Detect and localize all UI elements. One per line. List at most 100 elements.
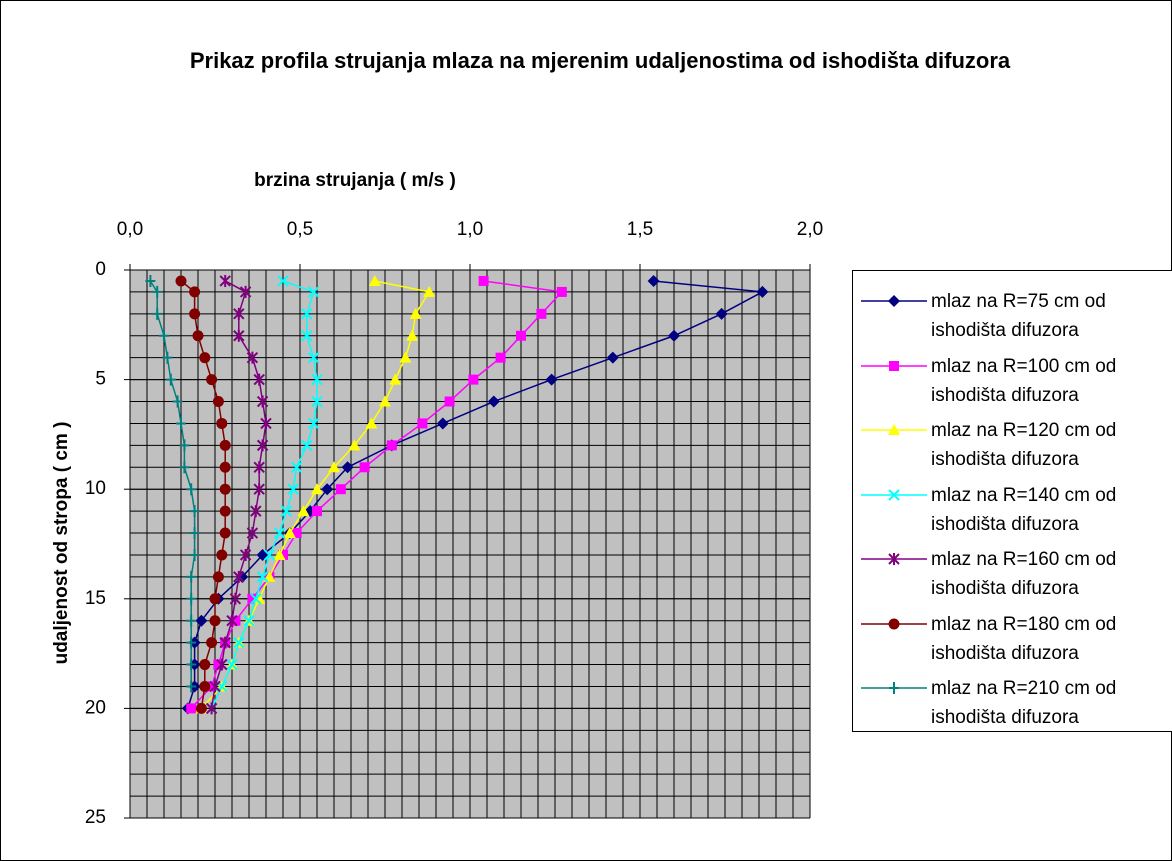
marker bbox=[301, 308, 313, 320]
marker bbox=[145, 274, 156, 287]
legend-symbol bbox=[861, 424, 927, 435]
marker bbox=[545, 373, 558, 386]
marker bbox=[328, 461, 340, 473]
marker bbox=[250, 593, 262, 605]
marker bbox=[348, 439, 361, 451]
marker bbox=[179, 439, 190, 452]
marker bbox=[406, 329, 419, 341]
marker bbox=[273, 548, 286, 560]
marker bbox=[226, 614, 238, 627]
marker bbox=[312, 506, 322, 517]
marker bbox=[212, 396, 224, 408]
marker bbox=[889, 360, 899, 371]
marker bbox=[256, 395, 269, 408]
y-tick-label: 0 bbox=[95, 259, 106, 280]
marker bbox=[516, 330, 526, 341]
y-axis-label: udaljenost od stropa ( cm ) bbox=[51, 421, 72, 665]
marker bbox=[189, 527, 200, 540]
marker bbox=[152, 307, 163, 320]
x-tick-label: 2,0 bbox=[797, 219, 823, 240]
marker bbox=[536, 308, 547, 319]
marker bbox=[260, 417, 272, 430]
marker bbox=[888, 488, 900, 501]
marker bbox=[186, 614, 197, 627]
marker bbox=[199, 352, 211, 364]
marker bbox=[311, 483, 323, 495]
marker bbox=[216, 417, 228, 429]
marker bbox=[239, 285, 252, 298]
marker bbox=[233, 307, 245, 320]
marker bbox=[341, 461, 354, 474]
legend-label: mlaz na R=160 cm od ishodišta difuzora bbox=[931, 549, 1117, 599]
marker bbox=[219, 274, 231, 287]
marker bbox=[219, 461, 231, 473]
marker bbox=[219, 636, 231, 649]
marker bbox=[386, 440, 397, 451]
marker bbox=[478, 275, 489, 286]
chart-title: Prikaz profila strujanja mlaza na mjeren… bbox=[189, 48, 1011, 73]
marker bbox=[186, 703, 197, 714]
marker bbox=[186, 592, 197, 605]
marker bbox=[311, 373, 323, 386]
marker bbox=[219, 439, 231, 451]
marker bbox=[307, 286, 320, 298]
marker bbox=[189, 286, 201, 298]
marker bbox=[436, 417, 449, 430]
y-tick-label: 15 bbox=[85, 588, 106, 609]
marker bbox=[209, 615, 221, 627]
x-tick-label: 0,5 bbox=[287, 219, 313, 240]
marker bbox=[175, 275, 187, 287]
marker bbox=[256, 439, 269, 452]
marker bbox=[186, 680, 197, 693]
marker bbox=[186, 636, 197, 649]
legend-label: mlaz na R=120 cm od ishodišta difuzora bbox=[931, 420, 1117, 470]
legend: mlaz na R=75 cm od ishodišta difuzora mla… bbox=[852, 270, 1172, 732]
marker bbox=[321, 483, 334, 496]
marker bbox=[287, 483, 299, 495]
x-tick-label: 1,0 bbox=[457, 219, 483, 240]
marker bbox=[205, 702, 218, 715]
marker bbox=[291, 528, 302, 539]
marker bbox=[253, 461, 265, 474]
marker bbox=[368, 274, 381, 286]
marker bbox=[253, 483, 265, 496]
marker bbox=[195, 614, 208, 627]
y-tick-label: 5 bbox=[95, 369, 106, 390]
marker bbox=[409, 307, 422, 319]
legend-label: mlaz na R=75 cm od ishodišta difuzora bbox=[931, 291, 1106, 341]
marker bbox=[179, 461, 190, 474]
marker bbox=[159, 329, 169, 342]
marker bbox=[219, 527, 231, 539]
marker bbox=[307, 417, 320, 430]
marker bbox=[715, 307, 728, 320]
marker bbox=[189, 505, 200, 518]
marker bbox=[301, 330, 313, 342]
marker bbox=[297, 505, 310, 517]
marker bbox=[176, 417, 186, 430]
marker bbox=[647, 274, 660, 287]
marker bbox=[199, 680, 211, 692]
marker bbox=[756, 285, 769, 298]
marker bbox=[152, 285, 163, 298]
marker bbox=[165, 373, 176, 386]
marker bbox=[888, 424, 900, 435]
x-tick-label: 0,0 bbox=[117, 219, 143, 240]
marker bbox=[253, 592, 266, 604]
marker bbox=[359, 462, 370, 473]
marker bbox=[399, 351, 412, 363]
marker bbox=[301, 439, 313, 452]
legend-symbol bbox=[861, 360, 927, 371]
marker bbox=[230, 615, 241, 626]
y-tick-label: 20 bbox=[85, 697, 106, 718]
marker bbox=[379, 395, 391, 407]
y-tick-label: 10 bbox=[85, 478, 106, 499]
x-axis-label: brzina strujanja ( m/s ) bbox=[254, 170, 456, 191]
marker bbox=[206, 374, 218, 386]
marker bbox=[229, 592, 242, 605]
legend-label: mlaz na R=180 cm od ishodišta difuzora bbox=[931, 613, 1117, 664]
marker bbox=[239, 548, 252, 561]
marker bbox=[253, 373, 265, 386]
marker bbox=[206, 681, 217, 692]
marker bbox=[283, 527, 296, 539]
marker bbox=[250, 505, 262, 518]
